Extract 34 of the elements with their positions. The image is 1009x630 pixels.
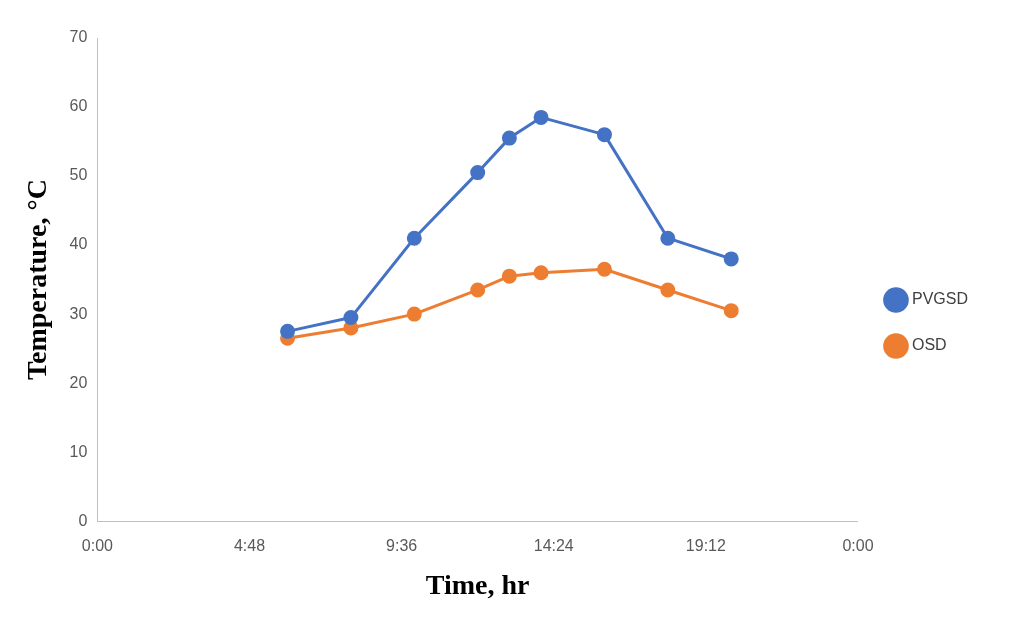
point	[501, 130, 517, 146]
y-tick-label: 30	[69, 304, 88, 322]
point	[660, 282, 676, 298]
point	[660, 230, 676, 246]
point	[596, 127, 612, 143]
point	[533, 265, 549, 281]
legend-label: PVGSD	[911, 290, 968, 308]
point	[343, 310, 359, 326]
x-tick-label: 14:24	[533, 537, 574, 555]
y-tick-label: 60	[69, 97, 88, 115]
x-tick-label: 19:12	[685, 537, 726, 555]
x-tick-label: 9:36	[386, 537, 418, 555]
point	[280, 323, 296, 339]
point	[533, 109, 549, 125]
x-tick-label: 4:48	[233, 537, 266, 555]
point	[723, 251, 739, 267]
y-axis-title: Temperature, °C	[21, 179, 53, 381]
y-tick-label: 50	[69, 166, 88, 184]
point	[596, 261, 612, 277]
y-tick-label: 40	[69, 235, 88, 253]
point	[470, 282, 486, 298]
point	[470, 165, 486, 181]
x-axis-title: Time, hr	[425, 569, 530, 601]
x-tick-label: 0:00	[81, 537, 114, 555]
y-tick-label: 20	[69, 373, 88, 391]
point	[406, 306, 422, 322]
y-tick-label: 0	[78, 511, 88, 529]
legend-label: OSD	[911, 336, 947, 354]
point	[501, 268, 517, 284]
y-tick-label: 70	[69, 28, 88, 46]
point	[406, 230, 422, 246]
point	[723, 303, 739, 319]
y-tick-label: 10	[69, 442, 88, 460]
x-tick-label: 0:00	[842, 537, 874, 555]
